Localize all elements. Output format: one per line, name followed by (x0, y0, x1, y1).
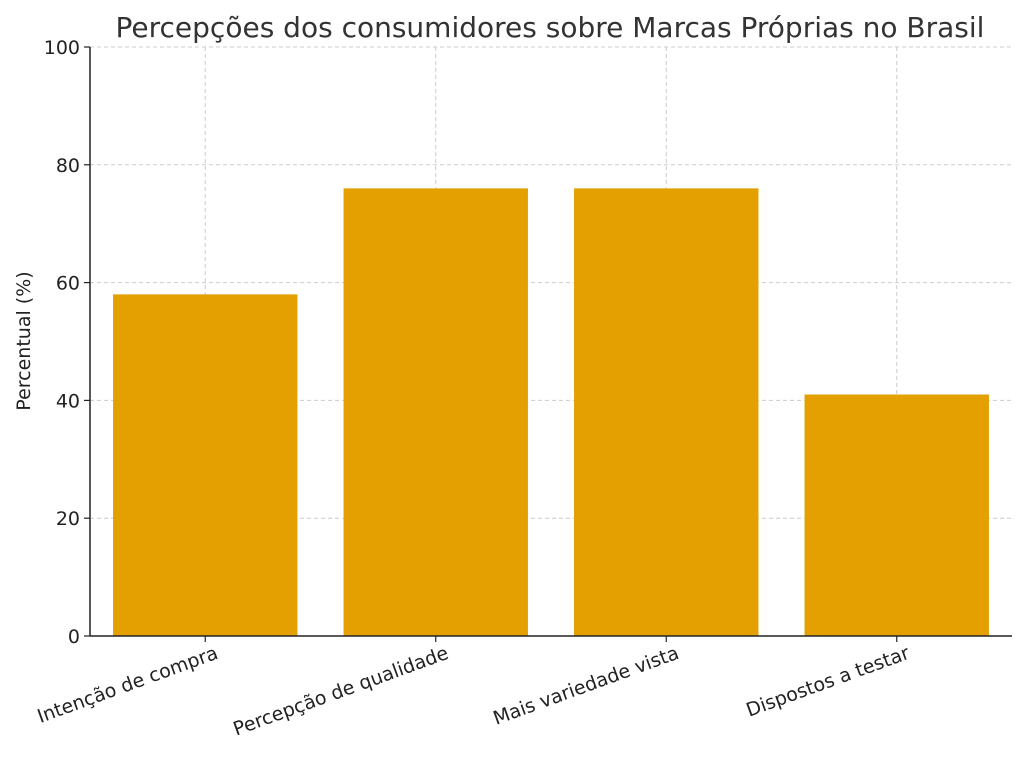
y-tick-label: 0 (68, 626, 80, 648)
y-tick-label: 80 (56, 155, 80, 177)
x-tick-label: Percepção de qualidade (230, 642, 451, 740)
bar (113, 294, 298, 636)
y-tick-label: 60 (56, 273, 80, 295)
chart-title: Percepções dos consumidores sobre Marcas… (116, 11, 985, 44)
x-tick-label: Intenção de compra (34, 642, 221, 728)
y-tick-label: 40 (56, 390, 80, 412)
bar (343, 188, 528, 637)
x-tick-label: Dispostos a testar (743, 642, 912, 722)
x-tick-label: Mais variedade vista (490, 642, 682, 730)
bar (804, 394, 989, 636)
bar (574, 188, 759, 637)
bars (113, 188, 989, 637)
y-tick-label: 100 (44, 37, 80, 59)
axes (89, 47, 1012, 637)
x-ticks: Intenção de compra Percepção de qualidade… (34, 636, 913, 740)
y-tick-label: 20 (56, 508, 80, 530)
y-ticks: 0 20 40 60 80 100 (44, 37, 90, 648)
y-axis-label: Percentual (%) (13, 271, 35, 410)
